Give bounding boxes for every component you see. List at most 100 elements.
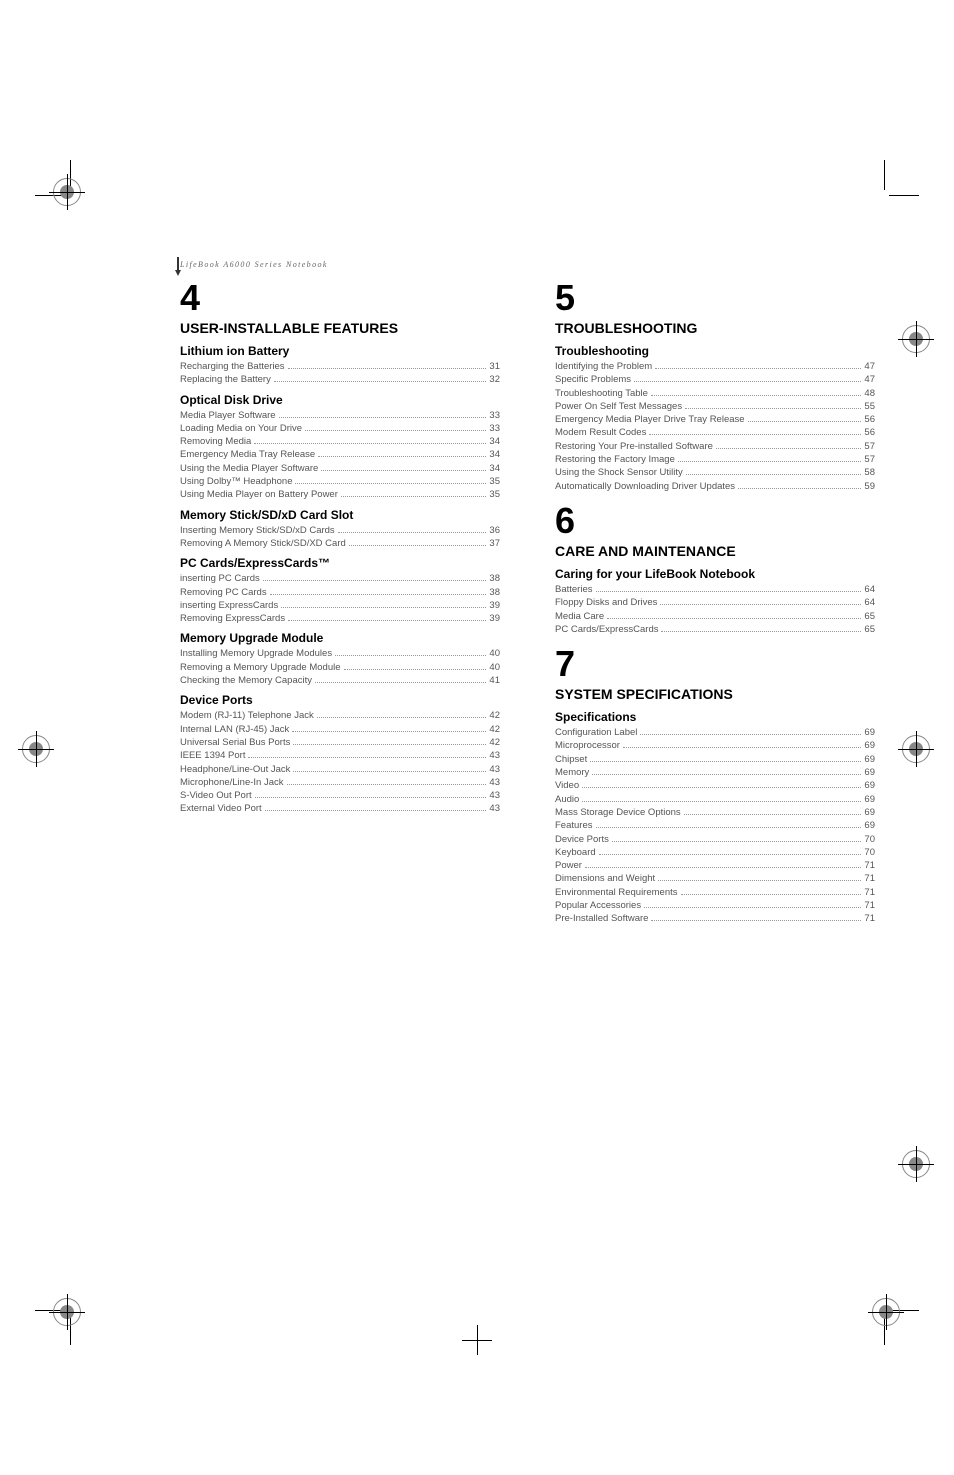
toc-entry: Removing ExpressCards 39 [180, 612, 500, 625]
toc-leader-dots [678, 461, 862, 462]
toc-entry: Inserting Memory Stick/SD/xD Cards36 [180, 524, 500, 537]
toc-page-number: 39 [489, 599, 500, 612]
toc-entry: Restoring the Factory Image57 [555, 453, 875, 466]
toc-label: Memory [555, 766, 589, 779]
toc-leader-dots [590, 761, 861, 762]
toc-entry: External Video Port43 [180, 802, 500, 815]
section-title: Memory Stick/SD/xD Card Slot [180, 508, 500, 522]
toc-entry: Internal LAN (RJ-45) Jack42 [180, 723, 500, 736]
section-title: Troubleshooting [555, 344, 875, 358]
chapter-title: TROUBLESHOOTING [555, 320, 875, 336]
toc-page-number: 71 [864, 886, 875, 899]
toc-leader-dots [292, 731, 486, 732]
toc-page-number: 56 [864, 413, 875, 426]
toc-entry: Loading Media on Your Drive33 [180, 422, 500, 435]
toc-page-number: 64 [864, 583, 875, 596]
toc-entry: Modem (RJ-11) Telephone Jack42 [180, 709, 500, 722]
toc-leader-dots [585, 867, 861, 868]
toc-label: Restoring the Factory Image [555, 453, 675, 466]
chapter-number: 7 [555, 646, 875, 682]
toc-entry: Installing Memory Upgrade Modules40 [180, 647, 500, 660]
toc-label: Recharging the Batteries [180, 360, 285, 373]
toc-entry: Mass Storage Device Options69 [555, 806, 875, 819]
toc-leader-dots [344, 669, 487, 670]
chapter-number: 4 [180, 280, 500, 316]
toc-page-number: 47 [864, 360, 875, 373]
toc-label: Removing ExpressCards [180, 612, 285, 625]
toc-leader-dots [265, 810, 487, 811]
toc-leader-dots [684, 814, 862, 815]
toc-label: Removing Media [180, 435, 251, 448]
toc-leader-dots [651, 395, 861, 396]
toc-page-number: 33 [489, 409, 500, 422]
toc-entry: Floppy Disks and Drives64 [555, 596, 875, 609]
toc-page-number: 39 [489, 612, 500, 625]
toc-label: S-Video Out Port [180, 789, 252, 802]
toc-label: Restoring Your Pre-installed Software [555, 440, 713, 453]
toc-page-number: 69 [864, 726, 875, 739]
toc-page-number: 57 [864, 440, 875, 453]
toc-page-number: 69 [864, 819, 875, 832]
toc-page-number: 65 [864, 623, 875, 636]
toc-entry: Microprocessor69 [555, 739, 875, 752]
chapter-title: SYSTEM SPECIFICATIONS [555, 686, 875, 702]
toc-leader-dots [318, 456, 486, 457]
toc-label: PC Cards/ExpressCards [555, 623, 658, 636]
section-title: Caring for your LifeBook Notebook [555, 567, 875, 581]
section-title: Memory Upgrade Module [180, 631, 500, 645]
toc-page-number: 42 [489, 736, 500, 749]
toc-entry: Features69 [555, 819, 875, 832]
toc-leader-dots [255, 797, 487, 798]
toc-page-number: 69 [864, 806, 875, 819]
toc-entry: Emergency Media Tray Release34 [180, 448, 500, 461]
toc-label: Using Media Player on Battery Power [180, 488, 338, 501]
left-column: 4USER-INSTALLABLE FEATURESLithium ion Ba… [180, 280, 500, 926]
toc-leader-dots [640, 734, 861, 735]
toc-label: Microphone/Line-In Jack [180, 776, 284, 789]
header-accent-arrow [175, 270, 181, 276]
toc-entry: Removing Media34 [180, 435, 500, 448]
toc-entry: Power On Self Test Messages55 [555, 400, 875, 413]
toc-page-number: 70 [864, 833, 875, 846]
toc-page-number: 48 [864, 387, 875, 400]
toc-leader-dots [686, 474, 862, 475]
toc-entry: Configuration Label69 [555, 726, 875, 739]
toc-label: Modem Result Codes [555, 426, 646, 439]
toc-entry: Media Player Software33 [180, 409, 500, 422]
toc-leader-dots [317, 717, 487, 718]
toc-page-number: 34 [489, 462, 500, 475]
toc-leader-dots [263, 580, 487, 581]
toc-leader-dots [293, 771, 486, 772]
toc-entry: Keyboard70 [555, 846, 875, 859]
toc-label: Universal Serial Bus Ports [180, 736, 290, 749]
toc-leader-dots [270, 594, 487, 595]
toc-label: Emergency Media Player Drive Tray Releas… [555, 413, 745, 426]
toc-leader-dots [649, 434, 861, 435]
toc-page-number: 64 [864, 596, 875, 609]
toc-leader-dots [748, 421, 862, 422]
toc-page-number: 43 [489, 802, 500, 815]
toc-label: Pre-Installed Software [555, 912, 648, 925]
toc-page-number: 38 [489, 572, 500, 585]
toc-page-number: 43 [489, 776, 500, 789]
toc-label: Video [555, 779, 579, 792]
toc-leader-dots [254, 443, 486, 444]
toc-page-number: 71 [864, 859, 875, 872]
toc-leader-dots [349, 545, 487, 546]
toc-entry: Power71 [555, 859, 875, 872]
chapter-number: 6 [555, 503, 875, 539]
toc-page-number: 69 [864, 779, 875, 792]
toc-page-number: 41 [489, 674, 500, 687]
toc-entry: Using Media Player on Battery Power35 [180, 488, 500, 501]
toc-label: Removing A Memory Stick/SD/XD Card [180, 537, 346, 550]
toc-label: Internal LAN (RJ-45) Jack [180, 723, 289, 736]
toc-leader-dots [658, 880, 861, 881]
toc-leader-dots [660, 604, 861, 605]
toc-entry: Device Ports70 [555, 833, 875, 846]
toc-leader-dots [281, 607, 486, 608]
toc-entry: Modem Result Codes56 [555, 426, 875, 439]
toc-page-number: 43 [489, 789, 500, 802]
section-title: Specifications [555, 710, 875, 724]
toc-entry: Using Dolby™ Headphone35 [180, 475, 500, 488]
toc-label: Media Care [555, 610, 604, 623]
